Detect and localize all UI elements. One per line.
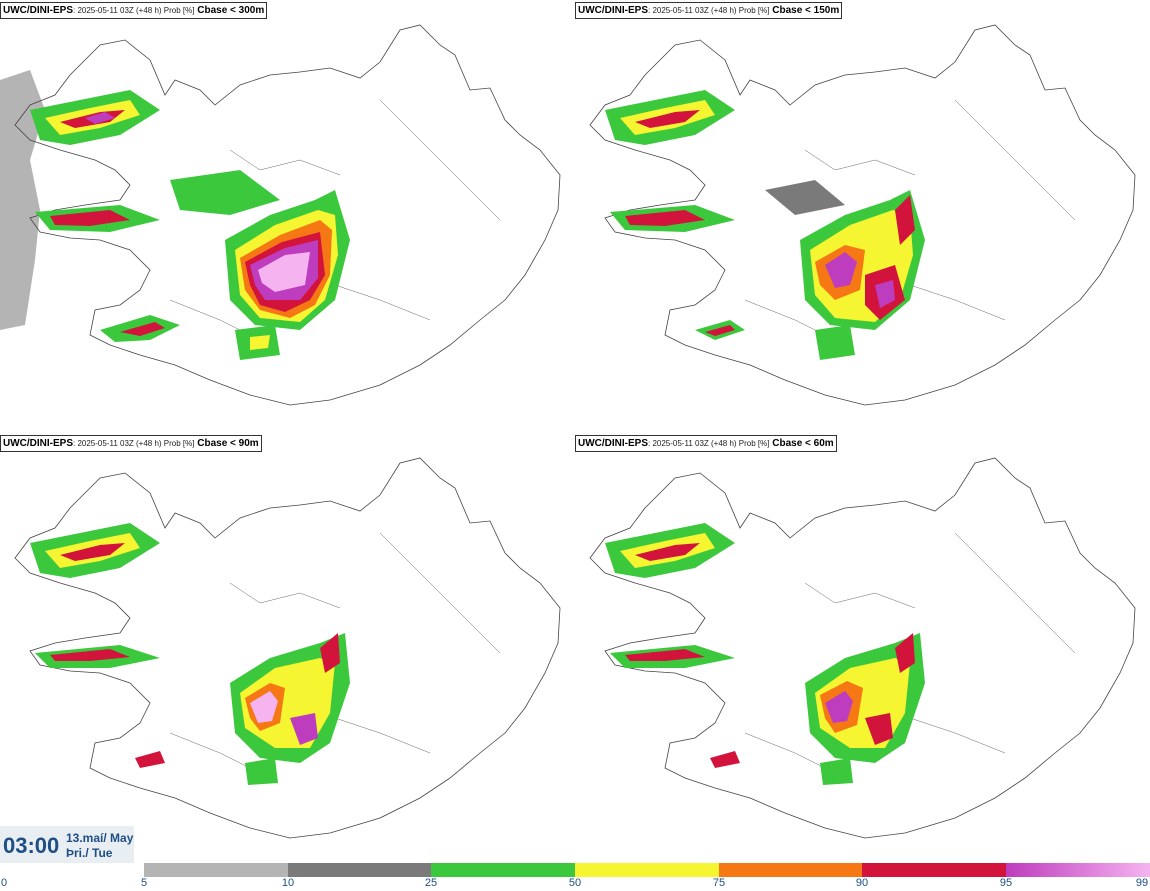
colorbar-tick: 50 — [568, 877, 582, 889]
colorbar-tick: 75 — [712, 877, 726, 889]
threshold-label: Cbase < 300m — [197, 5, 265, 16]
colorbar-tick: 90 — [855, 877, 869, 889]
run-info: : 2025-05-11 03Z (+48 h) Prob [%] — [73, 439, 195, 448]
threshold-label: Cbase < 150m — [772, 5, 840, 16]
run-info: : 2025-05-11 03Z (+48 h) Prob [%] — [648, 6, 770, 15]
panel-title: UWC/DINI-EPS: 2025-05-11 03Z (+48 h) Pro… — [575, 435, 837, 452]
model-name: UWC/DINI-EPS — [578, 438, 648, 449]
colorbar-segment-50-75 — [575, 863, 719, 877]
map-panel-cbase-150: UWC/DINI-EPS: 2025-05-11 03Z (+48 h) Pro… — [575, 0, 1150, 433]
colorbar-tick: 5 — [140, 877, 148, 889]
valid-time-box: 03:00 13.maí/ May Þri./ Tue — [0, 826, 134, 863]
colorbar-tick: 99 — [1135, 877, 1149, 889]
colorbar-segment-90-95 — [862, 863, 1006, 877]
colorbar-tick: 95 — [999, 877, 1013, 889]
run-info: : 2025-05-11 03Z (+48 h) Prob [%] — [648, 439, 770, 448]
probability-map — [14, 457, 561, 839]
panel-title: UWC/DINI-EPS: 2025-05-11 03Z (+48 h) Pro… — [0, 2, 268, 19]
colorbar-segment-75-90 — [719, 863, 862, 877]
map-panel-cbase-60: UWC/DINI-EPS: 2025-05-11 03Z (+48 h) Pro… — [575, 433, 1150, 866]
colorbar-tick: 10 — [281, 877, 295, 889]
colorbar-segment-5-10 — [144, 863, 288, 877]
map-panel-cbase-300: UWC/DINI-EPS: 2025-05-11 03Z (+48 h) Pro… — [0, 0, 575, 433]
panel-title: UWC/DINI-EPS: 2025-05-11 03Z (+48 h) Pro… — [0, 435, 262, 452]
probability-map — [589, 457, 1136, 839]
run-info: : 2025-05-11 03Z (+48 h) Prob [%] — [73, 6, 195, 15]
model-name: UWC/DINI-EPS — [3, 5, 73, 16]
colorbar-tick: 25 — [424, 877, 438, 889]
valid-time: 03:00 — [3, 833, 60, 858]
colorbar-tick: 0 — [0, 877, 8, 889]
valid-weekday: Þri./ Tue — [66, 846, 113, 860]
colorbar-segment-10-25 — [288, 863, 431, 877]
threshold-label: Cbase < 60m — [772, 438, 834, 449]
threshold-label: Cbase < 90m — [197, 438, 259, 449]
probability-map — [0, 24, 561, 406]
model-name: UWC/DINI-EPS — [578, 5, 648, 16]
panel-title: UWC/DINI-EPS: 2025-05-11 03Z (+48 h) Pro… — [575, 2, 843, 19]
colorbar-segment-25-50 — [431, 863, 575, 877]
model-name: UWC/DINI-EPS — [3, 438, 73, 449]
colorbar-segment-95-99 — [1006, 863, 1150, 877]
valid-date: 13.maí/ May — [66, 831, 134, 845]
probability-map — [589, 24, 1136, 406]
probability-colorbar — [144, 863, 1150, 877]
map-panel-cbase-90: UWC/DINI-EPS: 2025-05-11 03Z (+48 h) Pro… — [0, 433, 575, 866]
